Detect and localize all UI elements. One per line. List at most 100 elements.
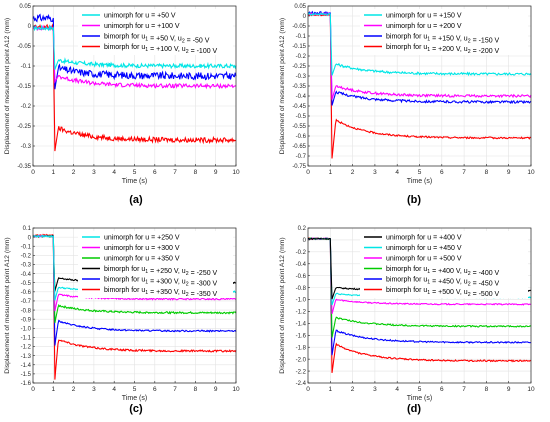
y-tick-label: -0.25 [292,64,306,70]
panel-caption: (a) [129,194,143,206]
series-line-3 [32,13,237,90]
y-tick-label: -0.3 [21,144,32,150]
x-tick-label: 6 [440,169,444,176]
x-tick-label: 7 [462,169,466,176]
legend-label: unimorph for u = +350 V [104,256,180,263]
y-tick-label: -0.05 [17,44,31,50]
x-tick-label: 2 [351,386,355,393]
y-tick-label: -0.2 [21,254,32,260]
y-tick-label: -0.9 [21,317,32,323]
x-tick-label: 8 [485,386,489,393]
legend-box [360,231,528,298]
chart-panel-b: 0 1 2 3 4 5 6 7 8 9 10 0.05 0 -0.05 -0.1 -0.15 -0.2 -0.25… [279,4,535,206]
y-tick-label: -1.2 [21,345,32,351]
legend: unimorph for u = +400 V unimorph for u = … [360,231,528,298]
series-line-2 [307,11,532,100]
y-tick-label: -1.0 [296,298,307,304]
y-tick-label: -0.5 [21,281,32,287]
y-tick-label: 0 [303,238,307,244]
y-tick-label: -0.3 [296,74,307,80]
x-tick-label: 6 [153,386,157,393]
legend-label: unimorph for u = +300 V [104,245,180,252]
x-tick-label: 8 [194,386,198,393]
y-tick-label: -0.8 [21,308,32,314]
legend-label: bimorph for u1 = +450 V, u2 = -450 V [386,277,500,288]
y-tick-label: -1.8 [296,345,307,351]
y-tick-label: -0.1 [21,64,32,70]
legend-box [360,9,528,55]
y-tick-label: -0.7 [21,299,32,305]
y-tick-label: -0.4 [21,272,32,278]
y-tick-label: -1.0 [21,326,32,332]
y-tick-label: -0.55 [292,124,306,130]
x-tick-label: 10 [527,386,535,393]
y-tick-label: 0 [28,24,32,30]
legend-label: unimorph for u = +250 V [104,235,180,242]
y-axis-label: Displacement of mesurement point A12 (mm… [4,18,11,154]
y-tick-label: -0.1 [296,34,307,40]
y-tick-label: -0.3 [21,263,32,269]
y-axis-label: Displacement of mesurement point A12 (mm… [279,237,286,373]
x-tick-label: 9 [214,386,218,393]
y-tick-label: -0.6 [296,134,307,140]
x-tick-label: 0 [306,386,310,393]
y-tick-label: -2.4 [296,381,307,387]
x-tick-label: 1 [328,386,332,393]
x-tick-label: 0 [31,169,35,176]
chart-panel-d: 0 1 2 3 4 5 6 7 8 9 10 0.2 0 -0.2 -0.4 -0.6 -0.8 -1.0 -1.2… [279,226,535,415]
y-tick-label: -0.35 [292,84,306,90]
x-tick-label: 7 [173,169,177,176]
y-tick-label: -0.8 [296,286,307,292]
series-line-6 [32,233,237,380]
x-tick-label: 9 [214,169,218,176]
x-tick-label: 1 [328,169,332,176]
y-tick-label: -0.4 [296,94,307,100]
y-tick-label: -1.1 [21,336,32,342]
legend-label: unimorph for u = +150 V [386,13,462,20]
legend-label: unimorph for u = +500 V [386,256,462,263]
chart-panel-c: 0 1 2 3 4 5 6 7 8 9 10 0.1 0 -0.1 -0.2 -0.3 -0.4 -0.5 -0.6… [4,226,240,415]
x-tick-label: 3 [373,169,377,176]
x-tick-label: 4 [395,386,399,393]
y-tick-label: -0.35 [17,164,31,170]
y-tick-label: -1.6 [21,381,32,387]
series-line-4 [307,237,532,338]
x-tick-label: 5 [133,386,137,393]
x-tick-label: 3 [373,386,377,393]
x-tick-label: 6 [153,169,157,176]
y-tick-label: -0.05 [292,24,306,30]
y-tick-label: -0.45 [292,104,306,110]
x-tick-label: 4 [112,169,116,176]
x-tick-label: 8 [485,169,489,176]
y-tick-label: 0.1 [23,226,32,232]
y-tick-label: -0.7 [296,154,307,160]
x-tick-label: 4 [112,386,116,393]
y-tick-label: -0.15 [292,44,306,50]
panel-caption: (c) [129,403,143,415]
series-line-3 [307,237,532,315]
x-tick-label: 1 [51,386,55,393]
x-tick-label: 10 [527,169,535,176]
legend-label: bimorph for u1 = +250 V, u2 = -250 V [104,266,218,277]
legend: unimorph for u = +150 V unimorph for u = … [360,9,528,55]
y-tick-label: 0.2 [298,226,307,232]
legend-label: unimorph for u = +100 V [104,23,180,30]
y-tick-label: 0.05 [19,4,31,10]
y-tick-label: -2.0 [296,357,307,363]
x-tick-label: 0 [31,386,35,393]
legend-label: bimorph for u1 = +200 V, u2 = -200 V [386,44,500,55]
series-line-6 [307,237,532,373]
y-tick-label: -0.75 [292,164,306,170]
x-tick-label: 1 [51,169,55,176]
x-tick-label: 3 [92,169,96,176]
x-tick-label: 9 [507,169,511,176]
y-tick-label: -1.4 [21,363,32,369]
y-tick-label: -0.6 [296,274,307,280]
series-line-4 [32,23,237,152]
legend: unimorph for u = +50 V unimorph for u = +… [78,9,233,55]
legend-label: unimorph for u = +200 V [386,23,462,30]
panel-caption: (b) [407,194,421,206]
x-axis-label: Time (s) [122,395,147,402]
y-tick-label: -1.4 [296,322,307,328]
